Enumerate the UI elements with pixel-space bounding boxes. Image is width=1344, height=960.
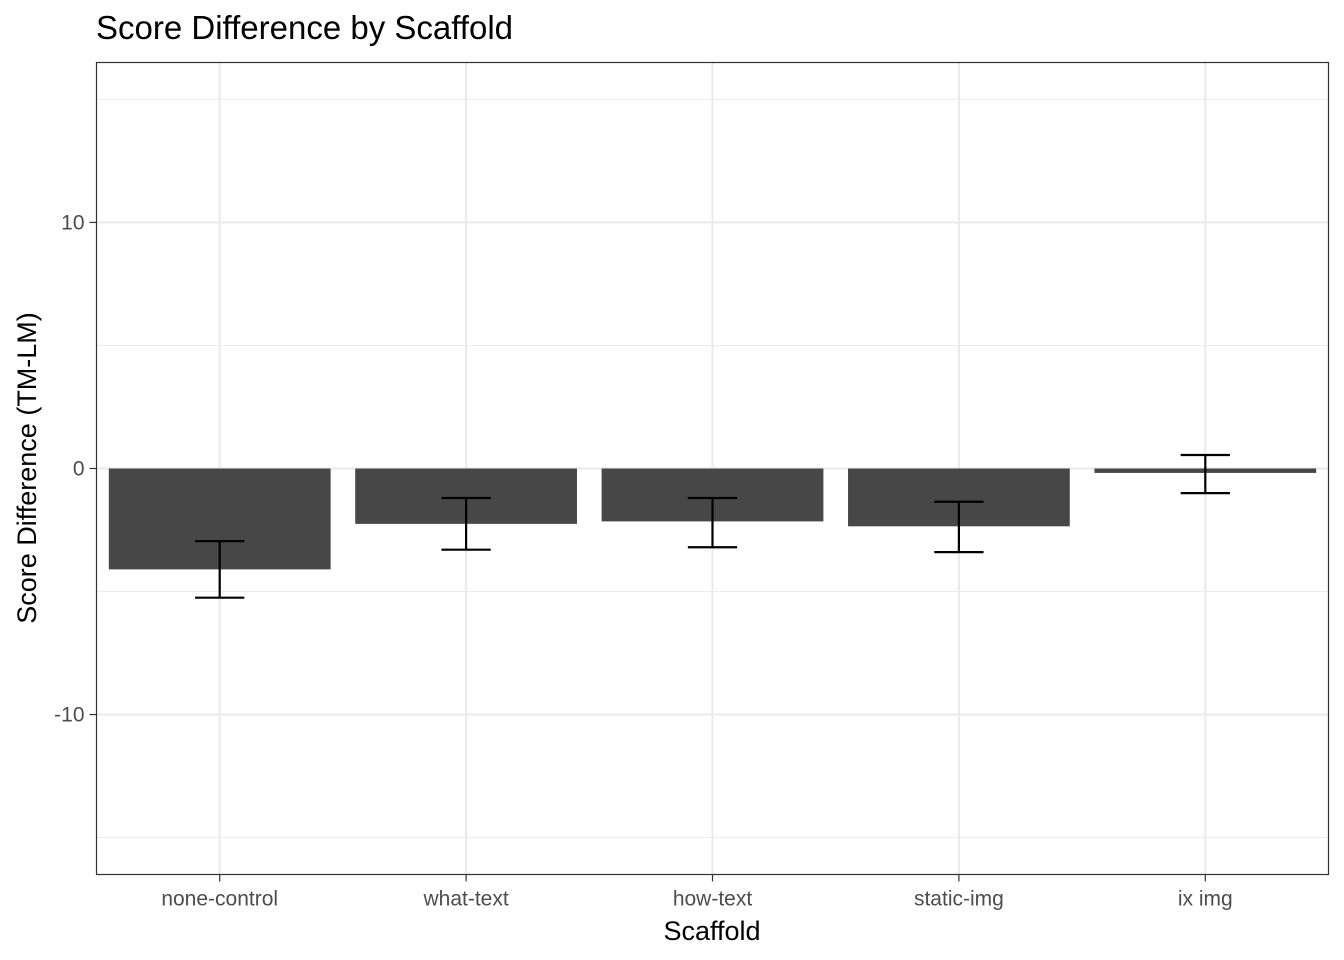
x-tick-label: none-control [161, 888, 278, 911]
error-bars [195, 453, 1230, 599]
error-bar-static-img [934, 500, 984, 554]
x-axis: none-control what-text how-text static-img i… [161, 874, 1233, 911]
y-axis-title: Score Difference (TM-LM) [12, 312, 42, 624]
y-tick-label: -10 [54, 704, 84, 727]
y-axis: -10 0 10 [54, 211, 97, 727]
chart-title: Score Difference by Scaffold [96, 9, 513, 46]
x-axis-title: Scaffold [663, 916, 760, 946]
error-bar-ix-img [1180, 453, 1230, 495]
error-bar-none-control [195, 539, 245, 599]
x-tick-label: ix img [1178, 888, 1233, 911]
x-tick-label: what-text [422, 888, 508, 911]
x-tick-label: how-text [673, 888, 753, 911]
y-tick-label: 0 [73, 458, 85, 481]
x-tick-label: static-img [914, 888, 1004, 911]
y-tick-label: 10 [61, 211, 84, 234]
error-bar-what-text [441, 496, 491, 551]
error-bar-how-text [687, 496, 738, 549]
